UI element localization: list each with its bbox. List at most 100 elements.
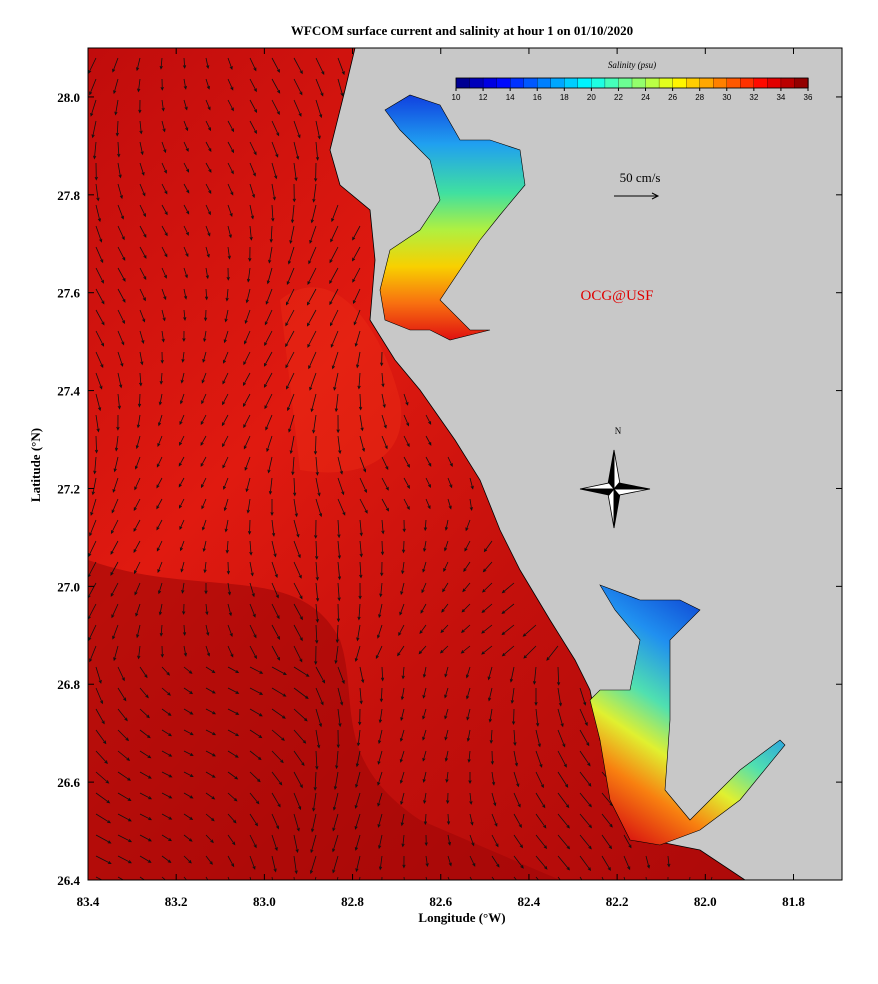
current-arrow <box>117 792 132 801</box>
current-arrow <box>330 309 339 327</box>
current-arrow <box>315 582 320 602</box>
current-arrow <box>381 393 386 409</box>
current-arrow <box>227 183 234 196</box>
current-arrow <box>356 351 361 369</box>
current-arrow <box>95 855 112 865</box>
current-arrow <box>446 813 451 826</box>
current-arrow <box>337 435 342 455</box>
current-arrow <box>557 834 571 850</box>
colorbar-swatch <box>564 77 579 89</box>
current-arrow <box>161 687 171 696</box>
current-arrow <box>227 708 240 715</box>
current-arrow <box>95 246 104 264</box>
current-arrow <box>532 666 537 685</box>
current-arrow <box>205 645 210 657</box>
current-arrow <box>139 708 150 719</box>
current-arrow <box>160 78 164 91</box>
current-arrow <box>179 540 185 552</box>
colorbar-swatch <box>577 77 593 89</box>
current-arrow <box>161 666 171 676</box>
current-arrow <box>356 624 361 642</box>
current-arrow <box>139 729 151 739</box>
current-arrow <box>267 456 273 474</box>
current-arrow <box>156 477 163 489</box>
current-arrow <box>337 498 346 516</box>
current-arrow <box>227 141 235 154</box>
current-arrow <box>246 498 251 514</box>
current-arrow <box>183 771 194 778</box>
current-arrow <box>337 687 344 706</box>
current-arrow <box>491 855 500 868</box>
current-arrow <box>158 393 163 406</box>
colorbar-tick-label: 32 <box>749 93 758 102</box>
current-arrow <box>271 120 280 137</box>
current-arrow <box>311 813 317 833</box>
current-arrow <box>95 330 105 347</box>
current-arrow <box>315 729 321 749</box>
current-arrow <box>138 99 142 114</box>
current-arrow <box>290 204 295 224</box>
current-arrow <box>95 225 103 243</box>
current-arrow <box>401 666 405 680</box>
current-arrow <box>330 225 339 243</box>
current-arrow <box>556 666 561 686</box>
current-arrow <box>377 771 383 786</box>
current-arrow <box>462 582 471 593</box>
current-arrow <box>490 750 494 765</box>
current-arrow <box>179 435 185 446</box>
current-arrow <box>419 624 427 635</box>
current-arrow <box>222 393 229 406</box>
current-arrow <box>202 540 207 552</box>
current-arrow <box>161 183 168 195</box>
title: WFCOM surface current and salinity at ho… <box>291 23 633 38</box>
current-arrow <box>333 771 339 791</box>
current-arrow <box>332 813 339 832</box>
current-arrow <box>161 771 173 778</box>
colorbar-swatch <box>510 77 525 89</box>
current-arrow <box>293 78 303 96</box>
x-tick-label: 83.0 <box>253 894 276 909</box>
current-arrow <box>315 540 319 560</box>
current-arrow <box>310 393 317 413</box>
current-arrow <box>354 792 361 809</box>
current-arrow <box>352 225 361 241</box>
current-arrow <box>271 750 284 764</box>
current-arrow <box>402 855 406 869</box>
current-arrow <box>227 687 240 694</box>
current-arrow <box>249 771 261 783</box>
current-arrow <box>425 435 432 446</box>
current-arrow <box>425 855 429 868</box>
current-arrow <box>359 687 363 705</box>
current-arrow <box>309 225 317 244</box>
current-arrow <box>423 519 428 532</box>
current-arrow <box>513 834 524 849</box>
current-arrow <box>401 540 406 554</box>
current-arrow <box>293 162 298 182</box>
current-arrow <box>161 141 167 154</box>
current-arrow <box>359 540 363 558</box>
current-arrow <box>227 99 234 112</box>
current-arrow <box>139 183 146 197</box>
current-arrow <box>400 582 405 596</box>
current-arrow <box>139 792 153 800</box>
current-arrow <box>535 729 541 748</box>
current-arrow <box>249 603 256 618</box>
current-arrow <box>205 57 210 69</box>
current-arrow <box>467 750 471 763</box>
current-arrow <box>293 708 308 722</box>
current-arrow <box>113 645 119 662</box>
current-arrow <box>139 204 146 218</box>
current-arrow <box>117 141 121 158</box>
current-arrow <box>381 876 383 880</box>
current-arrow <box>579 771 592 787</box>
current-arrow <box>205 666 216 674</box>
current-arrow <box>623 834 632 849</box>
current-arrow <box>444 687 449 699</box>
current-arrow <box>136 414 141 429</box>
current-arrow <box>309 372 317 391</box>
current-arrow <box>110 582 119 597</box>
current-arrow <box>509 666 515 683</box>
current-arrow <box>501 603 515 614</box>
current-arrow <box>117 708 128 722</box>
current-arrow <box>447 456 453 467</box>
